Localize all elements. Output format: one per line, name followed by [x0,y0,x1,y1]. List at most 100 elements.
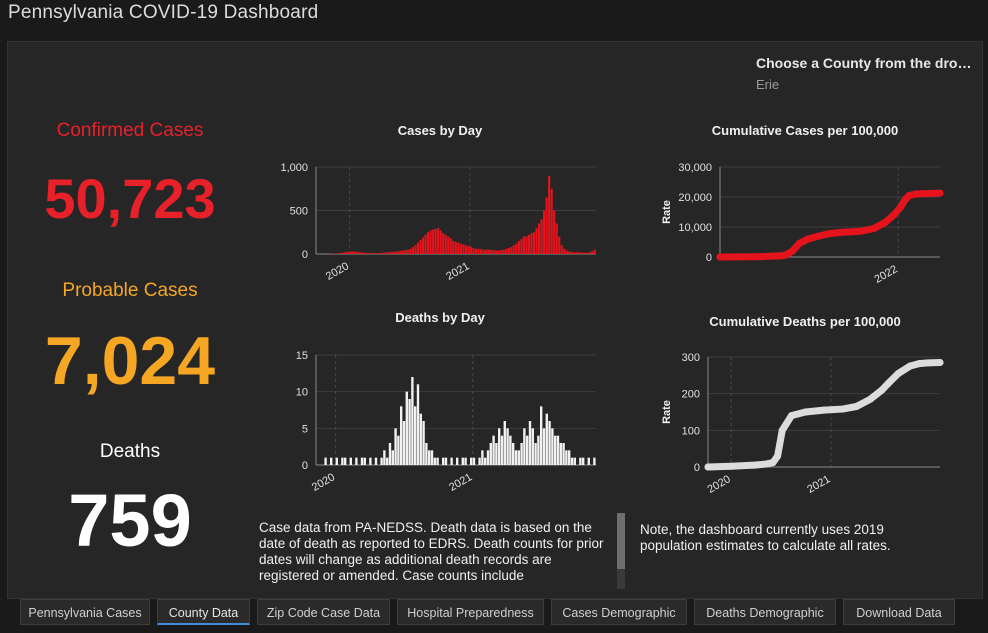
data-point [848,228,856,236]
bar [353,251,356,254]
bar [522,236,525,254]
tab-hospital-preparedness[interactable]: Hospital Preparedness [397,599,544,625]
bar [482,249,485,254]
bar [537,223,541,254]
bar [405,391,408,465]
bar [556,435,560,465]
data-point [774,452,782,460]
bar [425,443,428,465]
bar [349,457,352,465]
bar [421,237,425,254]
bar [550,188,553,254]
bar [570,457,574,465]
data-point [778,426,786,434]
dashboard-panel [7,41,983,599]
bar [590,251,594,254]
data-point [881,219,889,226]
bar [374,457,378,465]
data-point [738,253,746,261]
cases-by-day-chart: 0 500 1,000 2020 2021 [280,162,596,280]
tab-pennsylvania-cases[interactable]: Pennsylvania Cases [20,599,150,625]
y-tick-label: 20,000 [678,192,712,204]
bar [517,240,520,254]
y-tick-label: 100 [682,425,700,437]
bar [583,252,586,254]
bar [580,252,584,254]
bar [444,457,448,465]
tab-deaths-demographic[interactable]: Deaths Demographic [694,599,836,625]
bar [389,252,392,254]
bar [510,247,513,254]
bar [563,248,566,254]
data-point [918,190,926,198]
bar [543,210,546,254]
bar [517,450,520,465]
bar [509,435,512,465]
bar [402,421,406,465]
bar [447,236,450,254]
bar [379,252,382,254]
county-select[interactable]: Erie [756,77,780,92]
x-tick-label: 2020 [705,473,732,495]
bar [394,428,397,465]
data-point [704,463,712,471]
tab-cases-demographic[interactable]: Cases Demographic [551,599,687,625]
population-note: Note, the dashboard currently uses 2019 … [640,522,891,553]
bar [525,236,528,254]
county-select-label: Choose a County from the dro… [756,55,972,71]
case-data-note: Case data from PA-NEDSS. Death data is b… [259,520,604,583]
bar [414,245,417,254]
bar [582,457,585,465]
bar [409,248,412,254]
data-point [915,360,923,368]
bar [470,457,473,465]
bar [369,457,372,465]
bar [324,457,327,465]
probable-cases-value: 7,024 [44,323,216,399]
bar [384,252,387,254]
bar [500,435,504,465]
bar [502,249,505,254]
deaths-by-day-title: Deaths by Day [395,310,485,325]
bar [593,457,596,465]
bar [495,250,498,254]
cumulative-deaths-chart: 0 100 200 300 2020 2021 Rate [661,352,944,495]
bar [341,252,344,254]
data-point [769,459,777,467]
bar [356,251,359,254]
bar [560,245,563,254]
bar [507,247,510,254]
bar [520,443,523,465]
data-point [896,204,904,211]
x-tick-label: 2022 [872,263,899,285]
bar [400,406,403,465]
note-scrollbar-thumb[interactable] [617,513,625,569]
bar [419,240,422,254]
bar [381,252,384,254]
bar [434,228,437,254]
bar [424,234,427,254]
bar [330,457,333,465]
bar [366,252,369,254]
y-tick-label: 10,000 [678,222,712,234]
bar [391,251,394,254]
bar [411,377,414,465]
bar [472,457,476,465]
data-point [901,196,909,204]
bar [573,457,576,465]
bar [383,450,386,465]
bar [335,457,338,465]
bar [462,244,465,254]
tab-county-data[interactable]: County Data [157,599,250,625]
bar [433,457,436,465]
tab-download-data[interactable]: Download Data [843,599,955,625]
bar [351,251,354,254]
bar [450,457,453,465]
tab-zip-code-case-data[interactable]: Zip Code Case Data [257,599,390,625]
x-tick-label: 2020 [324,260,351,280]
data-point [912,190,920,198]
bar [416,242,420,254]
bar [397,435,400,465]
bar [346,251,349,254]
confirmed-cases-label: Confirmed Cases [56,120,204,141]
